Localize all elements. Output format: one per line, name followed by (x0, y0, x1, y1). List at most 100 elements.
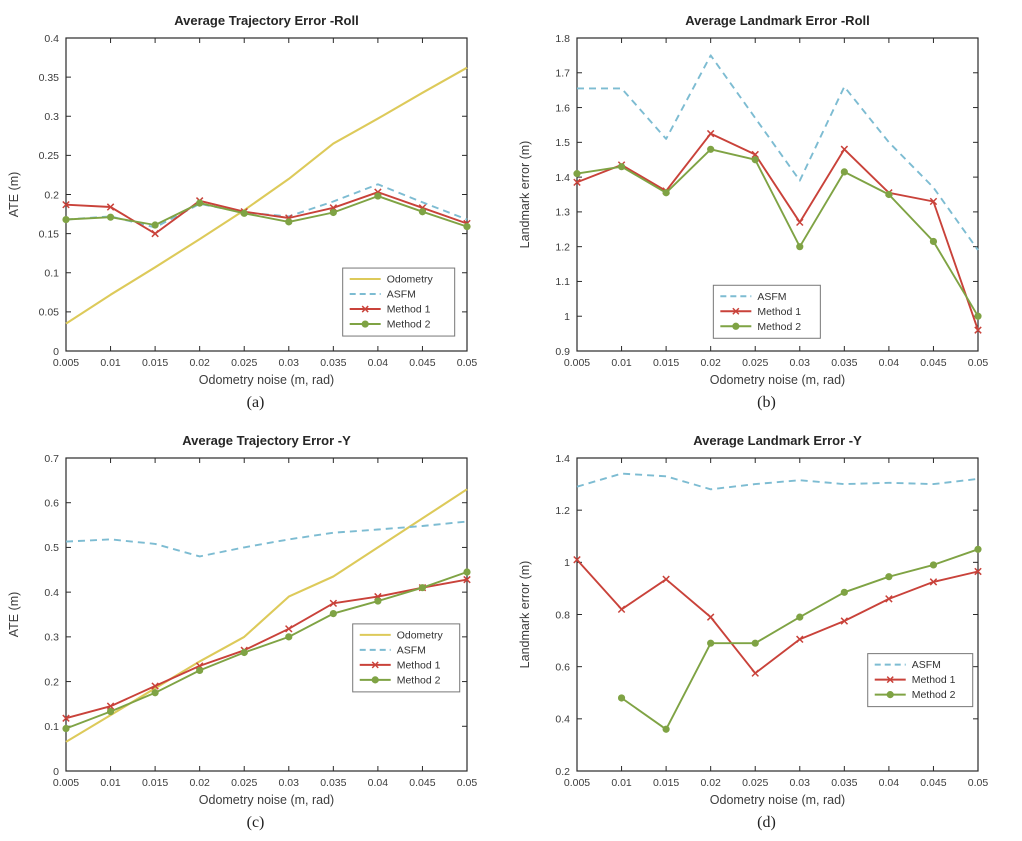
chart-title: Average Landmark Error -Y (693, 433, 862, 448)
y-tick-label: 0.2 (555, 766, 570, 778)
x-tick-label: 0.025 (742, 357, 768, 369)
marker-x (329, 599, 338, 608)
chart-c-canvas: 0.005 0.01 0.015 0.02 0.025 0.03 0.035 0.04 0.04… (7, 433, 477, 807)
chart-title: Average Trajectory Error -Roll (174, 13, 358, 28)
series-odometry (65, 66, 468, 325)
series-method-2 (576, 148, 979, 317)
marker-x (62, 714, 70, 722)
chart-title: Average Trajectory Error -Y (182, 433, 351, 448)
x-tick-label: 0.03 (790, 777, 811, 789)
marker-x (840, 617, 849, 625)
y-tick-label: 1.4 (555, 172, 570, 184)
y-tick-label: 0.5 (44, 542, 59, 554)
x-tick-label: 0.03 (790, 357, 811, 369)
marker-circle (974, 312, 982, 320)
legend-item-asfm: ASFM (874, 659, 941, 671)
y-tick-label: 1.8 (555, 33, 570, 45)
chart-a-canvas: 0.005 0.01 0.015 0.02 0.025 0.03 0.035 0.04 0.04… (7, 13, 477, 387)
legend-label: Method 2 (757, 321, 801, 333)
y-tick-label: 0.9 (555, 346, 570, 358)
x-tick-label: 0.01 (100, 357, 121, 369)
x-tick-label: 0.02 (189, 777, 210, 789)
marker-circle (796, 243, 804, 251)
series-asfm (65, 520, 468, 558)
chart-a: 0.005 0.01 0.015 0.02 0.025 0.03 0.035 0.04 0.04… (0, 0, 511, 420)
x-tick-label: 0.04 (879, 777, 900, 789)
marker-x (796, 635, 804, 644)
y-tick-label: 1.2 (555, 505, 570, 517)
marker-circle (106, 707, 115, 716)
marker-x (751, 669, 759, 677)
plot-box (65, 457, 468, 772)
legend-item-method-1: Method 1 (874, 674, 956, 686)
marker-circle (840, 168, 848, 176)
marker-circle (240, 209, 248, 217)
marker-circle (329, 208, 337, 217)
legend-item-method-2: Method 2 (359, 674, 441, 686)
legend-label: ASFM (397, 644, 426, 656)
marker-circle (573, 170, 581, 178)
marker-circle (662, 189, 670, 197)
marker-circle (662, 725, 670, 733)
legend-item-odometry: Odometry (349, 274, 434, 286)
marker-x (151, 682, 159, 690)
x-tick-label: 0.035 (831, 777, 857, 789)
y-tick-label: 1.3 (555, 207, 570, 219)
x-tick-label: 0.04 (368, 357, 389, 369)
marker-x (796, 218, 804, 227)
y-tick-label: 0.3 (44, 632, 59, 644)
y-axis-label: Landmark error (m) (518, 561, 532, 669)
legend-label: Method 1 (397, 659, 441, 671)
legend-sample-marker (886, 691, 894, 699)
chart-title: Average Landmark Error -Roll (685, 13, 869, 28)
legend-item-method-2: Method 2 (349, 319, 431, 331)
x-tick-label: 0.005 (564, 357, 590, 369)
legend-label: Method 1 (757, 306, 801, 318)
marker-x (463, 575, 471, 584)
chart-d-canvas: 0.005 0.01 0.015 0.02 0.025 0.03 0.035 0.04 0.04… (518, 433, 989, 807)
legend-item-method-1: Method 1 (359, 659, 441, 671)
chart-c-caption: (c) (246, 814, 265, 831)
x-axis-label: Odometry noise (m, rad) (199, 373, 334, 387)
legend: ASFM Method 1 Method 2 (712, 284, 821, 339)
legend-label: Method 2 (912, 689, 956, 701)
marker-x (106, 203, 115, 211)
y-tick-label: 0.8 (555, 609, 570, 621)
x-tick-label: 0.03 (279, 777, 300, 789)
y-tick-label: 1.6 (555, 102, 570, 114)
legend-label: Method 1 (912, 674, 956, 686)
marker-circle (418, 208, 427, 216)
marker-circle (796, 613, 804, 621)
x-tick-label: 0.015 (142, 777, 168, 789)
legend-item-asfm: ASFM (720, 291, 787, 303)
marker-circle (885, 190, 893, 199)
x-tick-label: 0.015 (142, 357, 168, 369)
x-tick-label: 0.05 (968, 777, 989, 789)
legend-label: ASFM (912, 659, 941, 671)
marker-circle (707, 145, 715, 153)
marker-x (840, 145, 849, 154)
marker-circle (329, 610, 337, 618)
y-tick-label: 0.6 (44, 498, 59, 510)
legend-item-method-2: Method 2 (720, 321, 801, 333)
y-tick-label: 1 (564, 311, 570, 323)
marker-x (974, 567, 982, 576)
x-tick-label: 0.005 (53, 357, 79, 369)
marker-circle (62, 724, 70, 733)
marker-x (573, 555, 581, 564)
marker-circle (196, 199, 204, 207)
marker-circle (62, 215, 70, 224)
x-tick-label: 0.045 (409, 777, 435, 789)
x-tick-label: 0.025 (231, 777, 257, 789)
x-tick-label: 0.035 (831, 357, 857, 369)
series-method-1 (576, 132, 979, 331)
legend-label: Method 2 (397, 674, 441, 686)
marker-x (929, 197, 938, 206)
y-tick-label: 0.7 (44, 453, 59, 465)
y-tick-label: 1.7 (555, 68, 570, 80)
y-tick-label: 0.4 (44, 587, 59, 599)
marker-x (617, 605, 626, 614)
marker-circle (285, 218, 293, 226)
plot-box (576, 457, 979, 772)
series-method-1 (65, 578, 468, 720)
